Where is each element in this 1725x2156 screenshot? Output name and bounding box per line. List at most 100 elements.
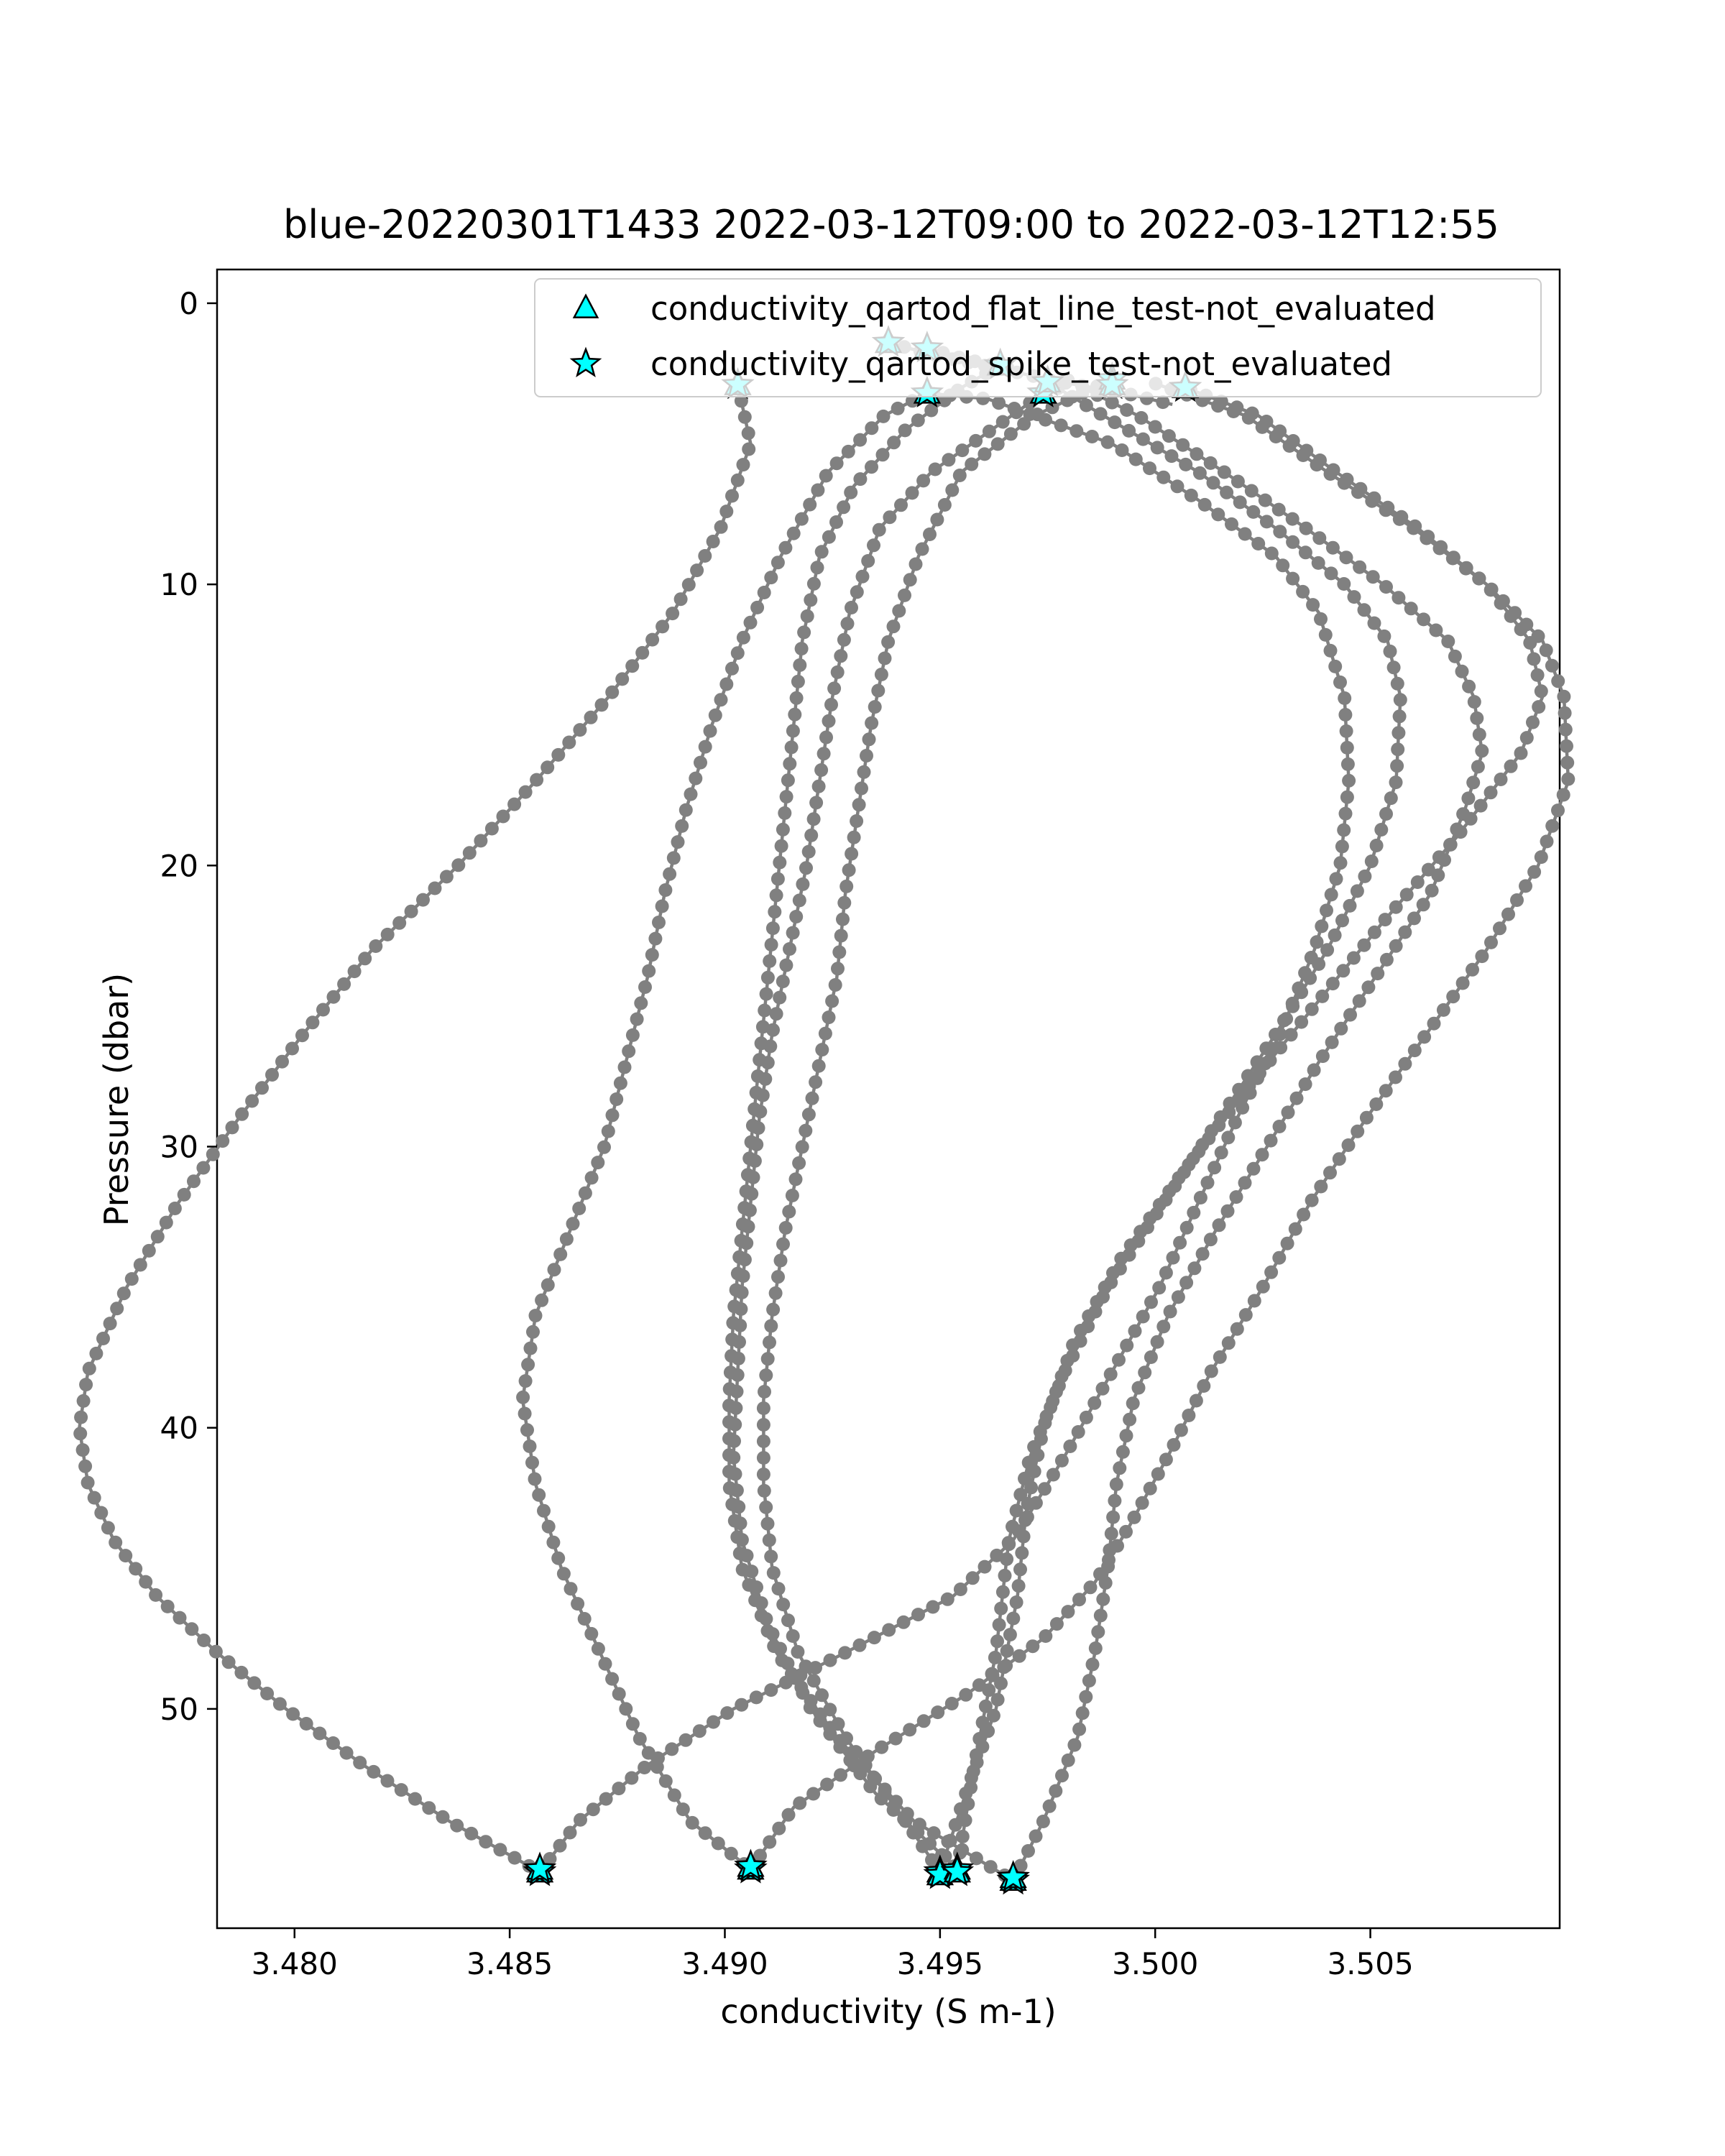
data-point	[911, 413, 925, 428]
data-point	[1366, 570, 1380, 584]
data-point	[786, 724, 800, 738]
data-point	[1324, 888, 1338, 902]
data-point	[855, 781, 868, 796]
data-point	[235, 1107, 249, 1121]
data-point	[574, 1812, 587, 1827]
data-point	[730, 646, 745, 660]
data-point	[1162, 429, 1176, 443]
data-point	[625, 1028, 640, 1042]
data-point	[1523, 636, 1537, 650]
data-point	[1475, 744, 1489, 758]
data-point	[900, 1807, 914, 1821]
data-point	[714, 693, 728, 707]
data-point	[1504, 759, 1518, 773]
data-point	[1256, 1279, 1270, 1294]
data-point	[479, 1835, 493, 1849]
data-point	[1109, 1477, 1123, 1491]
data-point	[1392, 709, 1407, 724]
data-point	[612, 1687, 626, 1701]
data-point	[896, 1615, 911, 1629]
data-point	[725, 489, 739, 503]
data-point	[925, 1853, 939, 1867]
data-point	[1006, 1611, 1021, 1626]
data-point	[840, 617, 855, 631]
data-point	[1519, 879, 1532, 893]
data-point	[666, 607, 680, 621]
data-point	[1177, 1165, 1191, 1179]
data-point	[1259, 1041, 1274, 1056]
data-point	[1294, 985, 1309, 1000]
data-point	[1357, 938, 1371, 952]
data-point	[1392, 726, 1406, 740]
data-point	[776, 822, 790, 837]
data-point	[1407, 911, 1421, 926]
data-point	[1095, 1381, 1110, 1396]
data-point	[1021, 1496, 1035, 1511]
data-point	[535, 1293, 549, 1307]
data-point	[408, 1792, 422, 1806]
data-point	[1467, 695, 1481, 709]
data-point	[1021, 1844, 1035, 1858]
data-point	[931, 1705, 945, 1720]
data-point	[786, 526, 801, 540]
data-point	[1328, 928, 1342, 942]
data-point	[1280, 1236, 1294, 1250]
data-point	[1221, 1336, 1236, 1350]
data-point	[1079, 1690, 1093, 1704]
data-point	[814, 1707, 827, 1721]
data-point	[1288, 1222, 1302, 1236]
data-point	[1561, 772, 1576, 786]
data-point	[1557, 689, 1571, 704]
data-point	[734, 394, 748, 408]
data-point	[1450, 822, 1464, 837]
data-point	[313, 1726, 327, 1741]
data-point	[1046, 1468, 1060, 1482]
data-point	[1072, 1722, 1087, 1736]
data-point	[1213, 1110, 1228, 1124]
data-point	[978, 1699, 993, 1713]
data-point	[945, 483, 960, 497]
data-point	[1013, 1858, 1028, 1873]
data-point	[763, 1835, 777, 1849]
data-point	[1171, 1290, 1185, 1304]
series-layer	[73, 336, 1576, 1887]
data-point	[1436, 1003, 1450, 1017]
data-point	[829, 456, 844, 471]
data-point	[1407, 521, 1421, 535]
data-point	[1106, 1510, 1121, 1524]
data-point	[1144, 1295, 1158, 1309]
data-point	[823, 1653, 837, 1667]
data-point	[1164, 449, 1179, 464]
data-point	[961, 1797, 975, 1811]
data-point	[532, 1488, 546, 1502]
data-point	[735, 1217, 750, 1231]
data-point	[1306, 598, 1320, 612]
data-point	[75, 1443, 90, 1457]
data-point	[779, 958, 794, 972]
data-point	[806, 1787, 821, 1801]
data-point	[1230, 474, 1245, 489]
data-point	[1389, 900, 1403, 914]
data-point	[1156, 395, 1170, 410]
data-point	[1379, 952, 1394, 967]
data-point	[850, 814, 864, 828]
data-point	[638, 1761, 652, 1774]
data-point	[875, 1740, 889, 1754]
data-point	[1534, 850, 1548, 865]
data-point	[690, 563, 704, 578]
data-point	[675, 819, 689, 833]
data-point	[816, 747, 831, 761]
data-point	[109, 1535, 123, 1549]
data-point	[875, 448, 890, 462]
data-point	[1472, 571, 1486, 586]
data-point	[698, 740, 712, 754]
data-point	[903, 1723, 917, 1737]
data-point	[1551, 674, 1565, 688]
data-point	[1195, 1138, 1210, 1152]
x-tick-label: 3.495	[897, 1946, 983, 1981]
data-point	[966, 1764, 980, 1779]
data-point	[1299, 521, 1313, 535]
data-point	[1027, 1439, 1041, 1454]
data-point	[1238, 1176, 1252, 1190]
data-point	[1159, 1452, 1173, 1467]
